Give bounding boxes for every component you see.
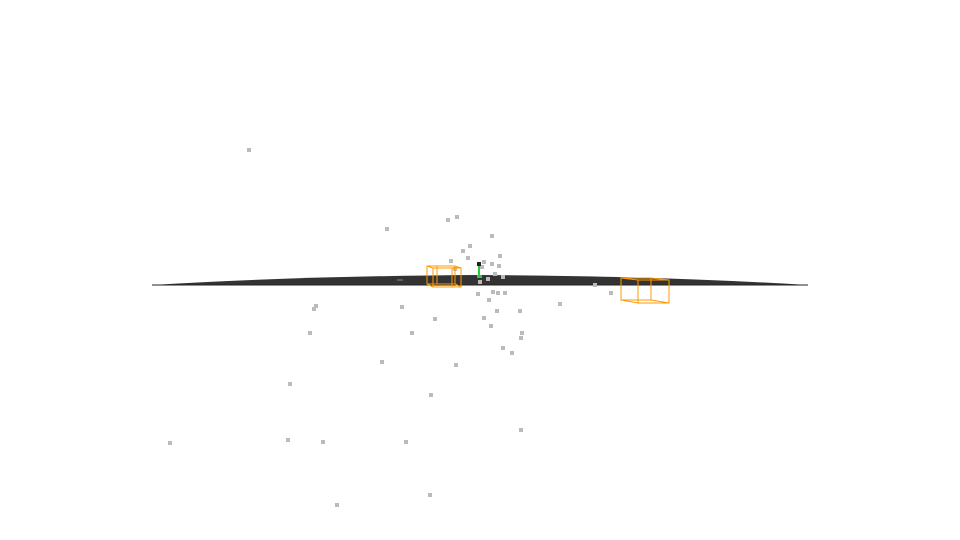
point-cloud-point — [496, 291, 500, 295]
point-cloud-point — [410, 331, 414, 335]
point-cloud — [168, 148, 613, 507]
point-cloud-point — [247, 148, 251, 152]
point-cloud-point — [428, 493, 432, 497]
point-cloud-point — [454, 363, 458, 367]
point-cloud-point — [609, 291, 613, 295]
point-cloud-point — [510, 351, 514, 355]
point-cloud-point — [487, 298, 491, 302]
point-cloud-point — [449, 259, 453, 263]
point-cloud-point — [498, 254, 502, 258]
bounding-box-right[interactable] — [620, 277, 670, 304]
robot-marker-icon[interactable] — [477, 262, 482, 278]
point-cloud-point — [501, 275, 505, 279]
point-cloud-point — [314, 304, 318, 308]
point-cloud-point — [482, 260, 486, 264]
point-cloud-point — [429, 393, 433, 397]
point-cloud-point — [489, 324, 493, 328]
point-cloud-point — [380, 360, 384, 364]
point-cloud-point — [400, 305, 404, 309]
point-cloud-point — [312, 307, 316, 311]
point-cloud-point — [455, 215, 459, 219]
point-cloud-point — [404, 440, 408, 444]
point-cloud-point — [288, 382, 292, 386]
point-cloud-point — [486, 277, 490, 281]
bounding-box-left[interactable] — [426, 265, 462, 288]
point-cloud-point — [519, 336, 523, 340]
point-cloud-point — [520, 331, 524, 335]
point-cloud-point — [468, 244, 472, 248]
point-cloud-point — [308, 331, 312, 335]
point-cloud-point — [501, 346, 505, 350]
point-cloud-point — [490, 234, 494, 238]
point-cloud-point — [495, 309, 499, 313]
point-cloud-point — [385, 227, 389, 231]
point-cloud-point — [478, 280, 482, 284]
point-cloud-point — [497, 264, 501, 268]
point-cloud-point — [482, 316, 486, 320]
point-cloud-point — [335, 503, 339, 507]
point-cloud-point — [433, 317, 437, 321]
point-cloud-point — [593, 283, 597, 287]
point-cloud-point — [518, 309, 522, 313]
point-cloud-point — [168, 441, 172, 445]
point-cloud-point — [480, 265, 484, 269]
point-cloud-point — [286, 438, 290, 442]
point-cloud-point — [503, 291, 507, 295]
point-cloud-point — [490, 262, 494, 266]
point-cloud-point — [519, 428, 523, 432]
point-cloud-point — [466, 256, 470, 260]
point-cloud-point — [493, 272, 497, 276]
point-cloud-point — [558, 302, 562, 306]
point-cloud-point — [321, 440, 325, 444]
point-cloud-point — [476, 292, 480, 296]
point-cloud-point — [461, 249, 465, 253]
point-cloud-point — [446, 218, 450, 222]
point-cloud-point — [491, 290, 495, 294]
